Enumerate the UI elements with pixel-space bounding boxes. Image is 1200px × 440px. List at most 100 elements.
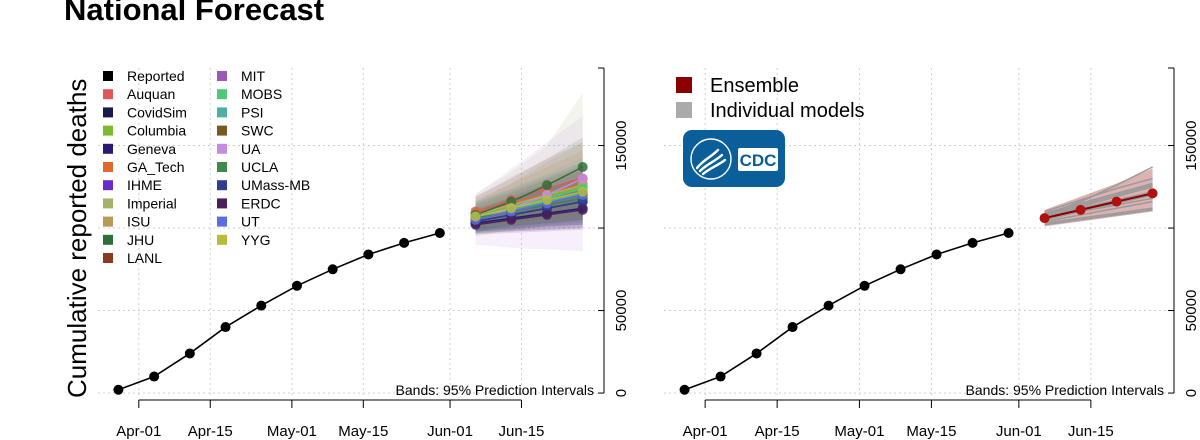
reported-point: [967, 237, 978, 248]
x-tick-label: Apr-01: [683, 423, 728, 440]
chart-panel-models: Apr-01 Apr-15 May-01 May-15 Jun-01 Jun-15 0 500…: [98, 67, 630, 440]
x-tick-label: May-15: [338, 423, 388, 440]
forecast-line: [475, 187, 583, 219]
reported-point: [256, 300, 267, 311]
forecast-line: [475, 184, 583, 216]
forecast-line: [475, 194, 583, 221]
legend-label: Ensemble: [710, 75, 799, 97]
legend-swatch: [103, 198, 113, 209]
forecast-line: [475, 191, 583, 218]
legend-swatch: [217, 162, 227, 172]
reported-point: [823, 300, 834, 311]
forecast-line: [475, 177, 584, 221]
reported-point: [931, 249, 942, 260]
reported-point: [434, 228, 445, 238]
forecast-point: [577, 186, 588, 197]
legend-label: MIT: [241, 68, 266, 84]
reported-point: [751, 348, 762, 359]
forecast-point: [577, 204, 588, 215]
legend-swatch: [217, 107, 227, 118]
legend-swatch: [217, 198, 227, 209]
individual-model-line: [1044, 200, 1153, 223]
legend-swatch: [217, 89, 227, 100]
prediction-band: [475, 92, 583, 237]
y-tick-label: 50000: [613, 290, 630, 332]
legend-swatch: [103, 89, 113, 100]
legend-label: UCLA: [241, 159, 279, 175]
x-tick-label: Jun-01: [996, 423, 1042, 440]
individual-model-line: [1044, 184, 1153, 216]
forecast-point: [541, 180, 552, 191]
x-tick-label: May-01: [834, 423, 884, 440]
y-tick-label: 150000: [1183, 121, 1200, 171]
legend-swatch: [676, 77, 692, 93]
forecast-point: [470, 211, 481, 222]
reported-point: [363, 249, 374, 260]
forecast-line: [475, 166, 584, 216]
legend-label: LANL: [127, 250, 162, 266]
legend-swatch: [103, 216, 113, 227]
legend-label: PSI: [241, 104, 264, 120]
legend-swatch: [103, 125, 113, 136]
y-tick-label: 0: [613, 389, 630, 397]
legend-label: UA: [241, 141, 261, 157]
individual-model-line: [1044, 191, 1153, 218]
forecast-point: [506, 214, 517, 225]
individual-model-line: [1044, 209, 1153, 226]
y-tick-label: 50000: [1183, 290, 1200, 332]
individual-model-line: [1044, 194, 1153, 221]
x-tick-label: Apr-15: [188, 423, 233, 440]
cdc-logo-background: [683, 130, 785, 187]
ensemble-point: [1111, 196, 1122, 207]
legend-label: YYG: [241, 232, 271, 248]
legend-label: MOBS: [241, 86, 282, 102]
legend-swatch: [103, 71, 113, 81]
forecast-point: [577, 162, 588, 172]
legend-label: CovidSim: [127, 104, 187, 120]
y-tick-label: 0: [1183, 389, 1200, 397]
cdc-logo: CDC: [683, 130, 785, 187]
legend-swatch: [676, 102, 692, 118]
forecast-point: [577, 173, 588, 184]
individual-model-line: [1044, 207, 1153, 224]
x-tick-label: May-15: [906, 423, 956, 440]
x-tick-label: May-01: [267, 423, 317, 440]
bands-annotation: Bands: 95% Prediction Intervals: [396, 382, 594, 398]
reported-point: [113, 384, 124, 395]
legend-swatch: [217, 125, 227, 136]
cdc-wordmark: CDC: [740, 151, 777, 170]
legend-swatch: [103, 162, 113, 172]
legend-swatch: [217, 216, 227, 227]
reported-point: [679, 384, 690, 395]
cdc-wordmark-box: [738, 148, 778, 171]
hhs-eagle-icon: [695, 148, 727, 176]
reported-point: [787, 322, 798, 333]
chart-panel-ensemble: Apr-01 Apr-15 May-01 May-15 Jun-01 Jun-15 0 500…: [664, 67, 1200, 440]
legend-swatch: [103, 107, 113, 118]
forecast-point: [506, 203, 517, 214]
legend-label: JHU: [127, 232, 154, 248]
legend-label: ISU: [127, 214, 150, 230]
reported-point: [184, 348, 195, 359]
legend-swatch: [217, 234, 227, 245]
x-tick-label: Jun-15: [1068, 423, 1114, 440]
x-tick-label: Apr-15: [755, 423, 800, 440]
legend-label: Columbia: [127, 123, 186, 139]
forecast-point: [541, 195, 552, 205]
bands-annotation: Bands: 95% Prediction Intervals: [966, 382, 1164, 398]
reported-point: [715, 371, 726, 382]
legend-label: Imperial: [127, 195, 177, 211]
legend-swatch: [217, 71, 227, 81]
ensemble-line: [1044, 192, 1153, 220]
reported-point: [859, 280, 870, 291]
y-tick-label: 150000: [613, 121, 630, 171]
legend-swatch: [103, 143, 113, 154]
legend-label: Reported: [127, 68, 185, 84]
reported-point: [149, 371, 160, 382]
reported-point: [1003, 228, 1014, 238]
x-tick-label: Jun-15: [499, 423, 545, 440]
legend-swatch: [103, 253, 113, 263]
reported-point: [895, 264, 906, 275]
page-title: National Forecast: [64, 0, 325, 27]
